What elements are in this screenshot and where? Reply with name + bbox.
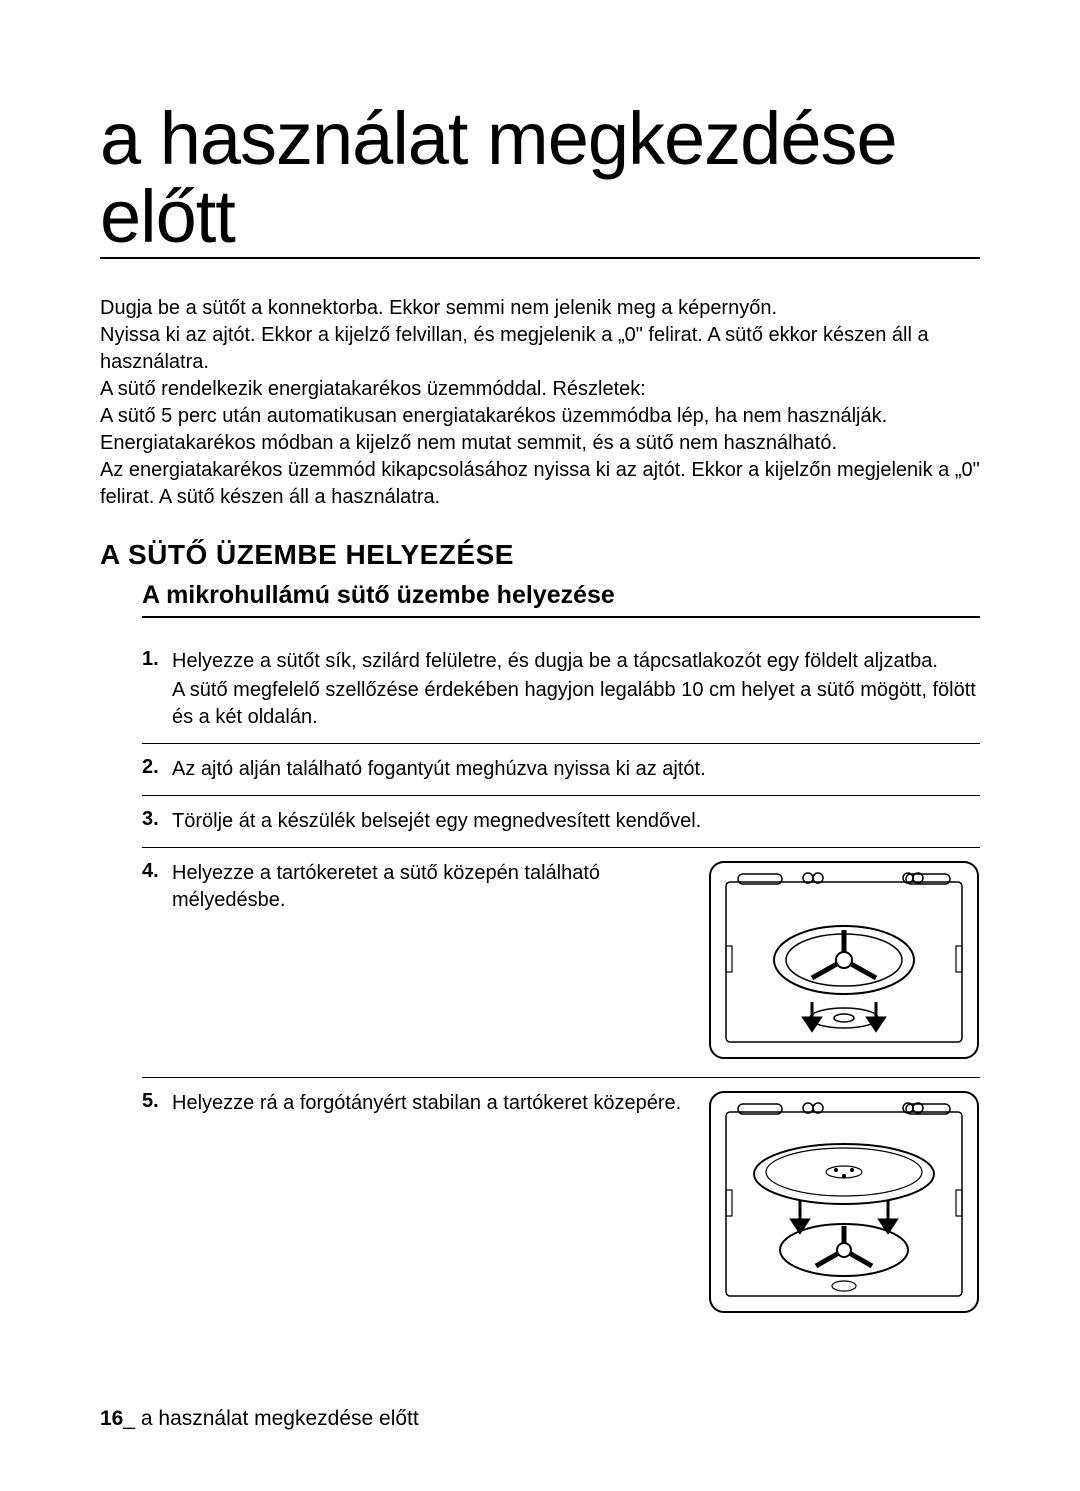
step-text: Helyezze a tartókeretet a sütő közepén t… — [172, 860, 688, 914]
intro-text: Dugja be a sütőt a konnektorba. Ekkor se… — [100, 295, 980, 511]
step-note: A sütő megfelelő szellőzése érdekében ha… — [172, 677, 980, 731]
step-1: 1. Helyezze a sütőt sík, szilárd felület… — [142, 636, 980, 744]
step-text: Helyezze a sütőt sík, szilárd felületre,… — [172, 648, 980, 731]
oven-plate-illustration — [708, 1090, 980, 1319]
manual-page: a használat megkezdése előtt Dugja be a … — [0, 0, 1080, 1491]
footer-text: a használat megkezdése előtt — [141, 1407, 419, 1430]
section-heading: A SÜTŐ ÜZEMBE HELYEZÉSE — [100, 539, 980, 571]
sub-heading: A mikrohullámú sütő üzembe helyezése — [142, 581, 980, 618]
page-title: a használat megkezdése előtt — [100, 100, 980, 259]
step-5: 5. Helyezze rá a forgótányért stabilan a… — [142, 1078, 980, 1331]
step-number: 1. — [142, 648, 168, 671]
oven-ring-illustration — [708, 860, 980, 1065]
step-3: 3. Törölje át a készülék belsejét egy me… — [142, 796, 980, 848]
step-number: 4. — [142, 860, 168, 883]
step-text: Helyezze rá a forgótányért stabilan a ta… — [172, 1090, 688, 1117]
page-number: 16 — [100, 1407, 123, 1430]
step-text: Az ajtó alján található fogantyút meghúz… — [172, 756, 980, 783]
step-4: 4. Helyezze a tartókeretet a sütő közepé… — [142, 848, 980, 1078]
steps-list: 1. Helyezze a sütőt sík, szilárd felület… — [142, 636, 980, 1331]
step-number: 3. — [142, 808, 168, 831]
step-2: 2. Az ajtó alján található fogantyút meg… — [142, 744, 980, 796]
footer-sep: _ — [123, 1407, 141, 1430]
step-text: Törölje át a készülék belsejét egy megne… — [172, 808, 980, 835]
step-number: 5. — [142, 1090, 168, 1113]
step-body: Helyezze a sütőt sík, szilárd felületre,… — [172, 650, 938, 672]
page-footer: 16_ a használat megkezdése előtt — [100, 1407, 419, 1431]
step-number: 2. — [142, 756, 168, 779]
